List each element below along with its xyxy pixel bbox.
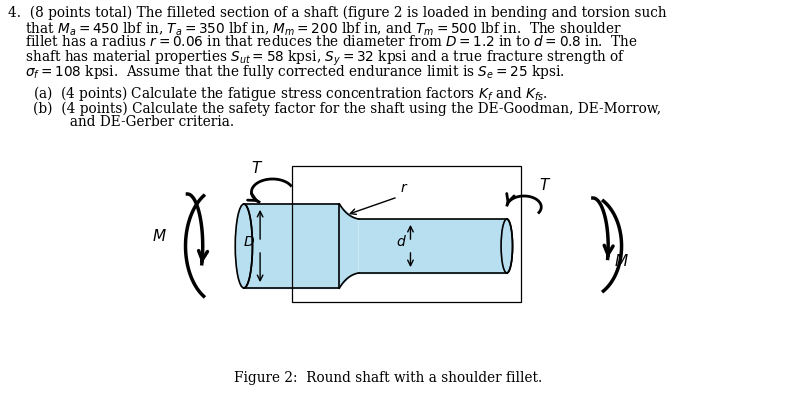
Ellipse shape xyxy=(235,204,252,288)
Text: $T$: $T$ xyxy=(539,177,551,193)
Text: that $M_a = 450$ lbf in, $T_a = 350$ lbf in, $M_m = 200$ lbf in, and $T_m = 500$: that $M_a = 450$ lbf in, $T_a = 350$ lbf… xyxy=(7,20,620,37)
Text: $M$: $M$ xyxy=(152,228,166,244)
Text: $T$: $T$ xyxy=(251,160,263,176)
Text: $M$: $M$ xyxy=(613,253,628,269)
Text: fillet has a radius $r = 0.06$ in that reduces the diameter from $D = 1.2$ in to: fillet has a radius $r = 0.06$ in that r… xyxy=(7,34,637,49)
Bar xyxy=(291,166,521,302)
Text: $r$: $r$ xyxy=(399,181,408,195)
Text: shaft has material properties $S_{ut} = 58$ kpsi, $S_y = 32$ kpsi and a true fra: shaft has material properties $S_{ut} = … xyxy=(7,49,624,68)
Text: $\sigma_f = 108$ kpsi.  Assume that the fully corrected endurance limit is $S_e : $\sigma_f = 108$ kpsi. Assume that the f… xyxy=(7,63,564,81)
Polygon shape xyxy=(243,204,339,288)
Text: 4.  (8 points total) The filleted section of a shaft (figure 2 is loaded in bend: 4. (8 points total) The filleted section… xyxy=(7,6,666,20)
Polygon shape xyxy=(358,219,506,273)
Text: and DE-Gerber criteria.: and DE-Gerber criteria. xyxy=(48,115,234,129)
Text: Figure 2:  Round shaft with a shoulder fillet.: Figure 2: Round shaft with a shoulder fi… xyxy=(234,371,542,385)
Text: $D$: $D$ xyxy=(243,235,255,249)
Polygon shape xyxy=(339,204,358,288)
Ellipse shape xyxy=(500,219,512,273)
Text: $d$: $d$ xyxy=(395,234,406,250)
Text: (a)  (4 points) Calculate the fatigue stress concentration factors $K_f$ and $K_: (a) (4 points) Calculate the fatigue str… xyxy=(33,84,547,103)
Text: (b)  (4 points) Calculate the safety factor for the shaft using the DE-Goodman, : (b) (4 points) Calculate the safety fact… xyxy=(33,101,661,115)
